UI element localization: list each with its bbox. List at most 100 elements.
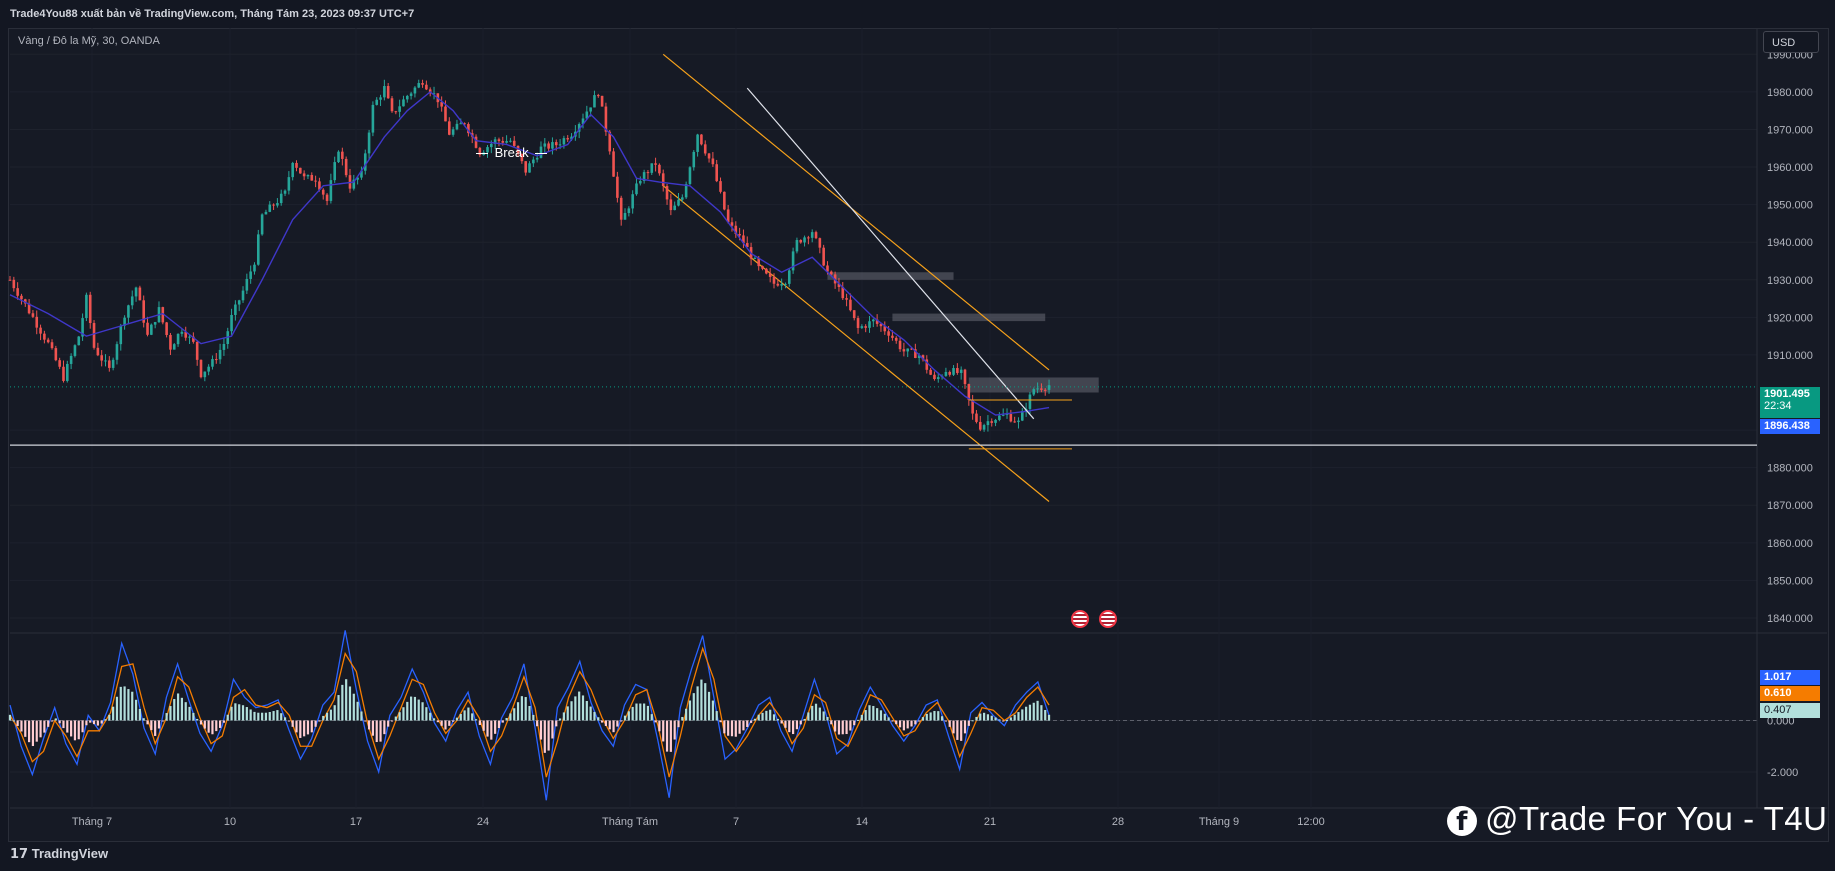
candle-body: [681, 197, 684, 200]
candle-body: [172, 344, 176, 350]
histogram-bar: [505, 718, 508, 721]
price-tick-label: 1930.000: [1767, 275, 1813, 287]
candle-body: [153, 322, 157, 325]
candle-body: [413, 87, 417, 94]
chart-frame[interactable]: [8, 28, 1829, 842]
histogram-bar: [169, 706, 172, 721]
price-tick-label: 1920.000: [1767, 312, 1813, 324]
ma-price-value: 1896.438: [1764, 420, 1810, 432]
histogram-bar: [115, 696, 119, 721]
candle-body: [837, 283, 841, 287]
histogram-bar: [704, 683, 707, 721]
price-tick-label: 1970.000: [1767, 124, 1813, 136]
histogram-bar: [230, 706, 233, 721]
candle-body: [211, 359, 214, 367]
candle-body: [192, 336, 195, 342]
candle-body: [1013, 421, 1016, 423]
histogram-bar: [367, 720, 371, 730]
histogram-bar: [856, 719, 860, 721]
candle-body: [108, 360, 111, 368]
histogram-bar: [937, 711, 940, 721]
candle-body: [646, 172, 650, 174]
candle-body: [619, 197, 623, 220]
histogram-bar: [73, 720, 77, 741]
symbol-title[interactable]: Vàng / Đô la Mỹ, 30, OANDA: [18, 35, 160, 47]
candle-body: [554, 142, 558, 146]
candle-body: [16, 288, 19, 296]
last-price-value: 1901.495: [1764, 388, 1810, 400]
candle-body: [234, 304, 237, 315]
histogram-bar: [337, 695, 340, 721]
histogram-bar: [906, 720, 909, 729]
candle-body: [757, 257, 761, 267]
us-flag-event-icon[interactable]: [1099, 610, 1117, 628]
histogram-bar: [207, 720, 210, 733]
histogram-bar: [627, 711, 630, 721]
publish-header: Trade4You88 xuất bản về TradingView.com,…: [0, 0, 1835, 28]
candle-body: [730, 222, 734, 226]
candle-body: [390, 98, 394, 112]
candle-body: [62, 366, 65, 381]
candle-body: [23, 299, 27, 304]
histogram-bar: [20, 720, 23, 732]
candle-body: [203, 371, 207, 378]
histogram-bar: [876, 708, 879, 721]
us-flag-event-icon[interactable]: [1071, 610, 1089, 628]
watermark: f @Trade For You - T4U: [1447, 800, 1827, 838]
histogram-bar: [356, 701, 359, 721]
candle-body: [673, 205, 676, 211]
histogram-bar: [662, 720, 665, 742]
candle-body: [119, 325, 123, 345]
histogram-bar: [283, 717, 287, 721]
histogram-bar: [749, 720, 753, 723]
candle-body: [726, 209, 730, 223]
moving-average: [9, 90, 1050, 416]
histogram-bar: [834, 720, 837, 732]
candle-body: [532, 159, 535, 164]
candle-body: [593, 95, 596, 108]
candle-body: [818, 238, 822, 248]
tradingview-logo[interactable]: 𝟭𝟳 TradingView: [10, 846, 108, 862]
histogram-bar: [318, 720, 321, 722]
histogram-bar: [547, 720, 550, 751]
histogram-bar: [306, 720, 310, 735]
candle-body: [344, 158, 348, 176]
candle-body: [780, 284, 783, 286]
histogram-bar: [792, 720, 795, 735]
histogram-bar: [849, 720, 852, 731]
candle-body: [295, 162, 298, 168]
histogram-bar: [455, 717, 459, 721]
time-tick-label: Tháng 7: [72, 816, 112, 828]
orange-osc-line: [9, 646, 1050, 778]
histogram-bar: [719, 720, 722, 723]
candle-body: [138, 287, 142, 301]
channel-line: [662, 185, 1050, 502]
histogram-bar: [887, 717, 890, 721]
candle-body: [337, 151, 340, 163]
candle-body: [826, 265, 829, 272]
histogram-bar: [528, 705, 531, 721]
histogram-bar: [417, 699, 420, 721]
candle-body: [161, 307, 165, 323]
candle-body: [902, 349, 906, 352]
candle-body: [425, 84, 428, 90]
histogram-bar: [85, 720, 88, 726]
price-tick-label: 1850.000: [1767, 575, 1813, 587]
candle-body: [314, 180, 317, 182]
candle-body: [478, 147, 482, 155]
histogram-bar: [681, 716, 684, 721]
candle-body: [92, 323, 96, 348]
candle-body: [761, 266, 764, 269]
currency-button[interactable]: USD: [1763, 31, 1819, 53]
candle-body: [654, 163, 657, 165]
time-tick-label: 21: [984, 816, 996, 828]
price-tick-label: 1840.000: [1767, 613, 1813, 625]
candle-body: [807, 237, 810, 239]
histogram-bar: [593, 711, 596, 721]
histogram-bar: [562, 712, 565, 721]
histogram-bar: [963, 720, 967, 734]
candle-body: [596, 95, 600, 97]
histogram-bar: [1009, 717, 1012, 721]
last-price-label: 1901.495 22:34: [1760, 387, 1820, 418]
